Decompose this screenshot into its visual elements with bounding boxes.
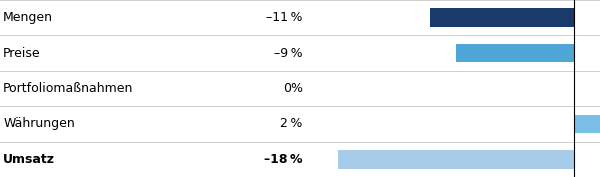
Text: –9 %: –9 % [274, 47, 302, 60]
Text: –18 %: –18 % [264, 153, 302, 166]
Text: Portfoliomaßnahmen: Portfoliomaßnahmen [3, 82, 133, 95]
Text: Preise: Preise [3, 47, 41, 60]
Bar [430, 8, 574, 27]
Bar [574, 115, 600, 133]
Text: Währungen: Währungen [3, 117, 75, 130]
Text: –11 %: –11 % [266, 11, 302, 24]
Text: 0%: 0% [283, 82, 302, 95]
Text: Mengen: Mengen [3, 11, 53, 24]
Bar [456, 44, 574, 62]
Text: 2 %: 2 % [280, 117, 302, 130]
Bar [338, 150, 574, 169]
Text: Umsatz: Umsatz [3, 153, 55, 166]
